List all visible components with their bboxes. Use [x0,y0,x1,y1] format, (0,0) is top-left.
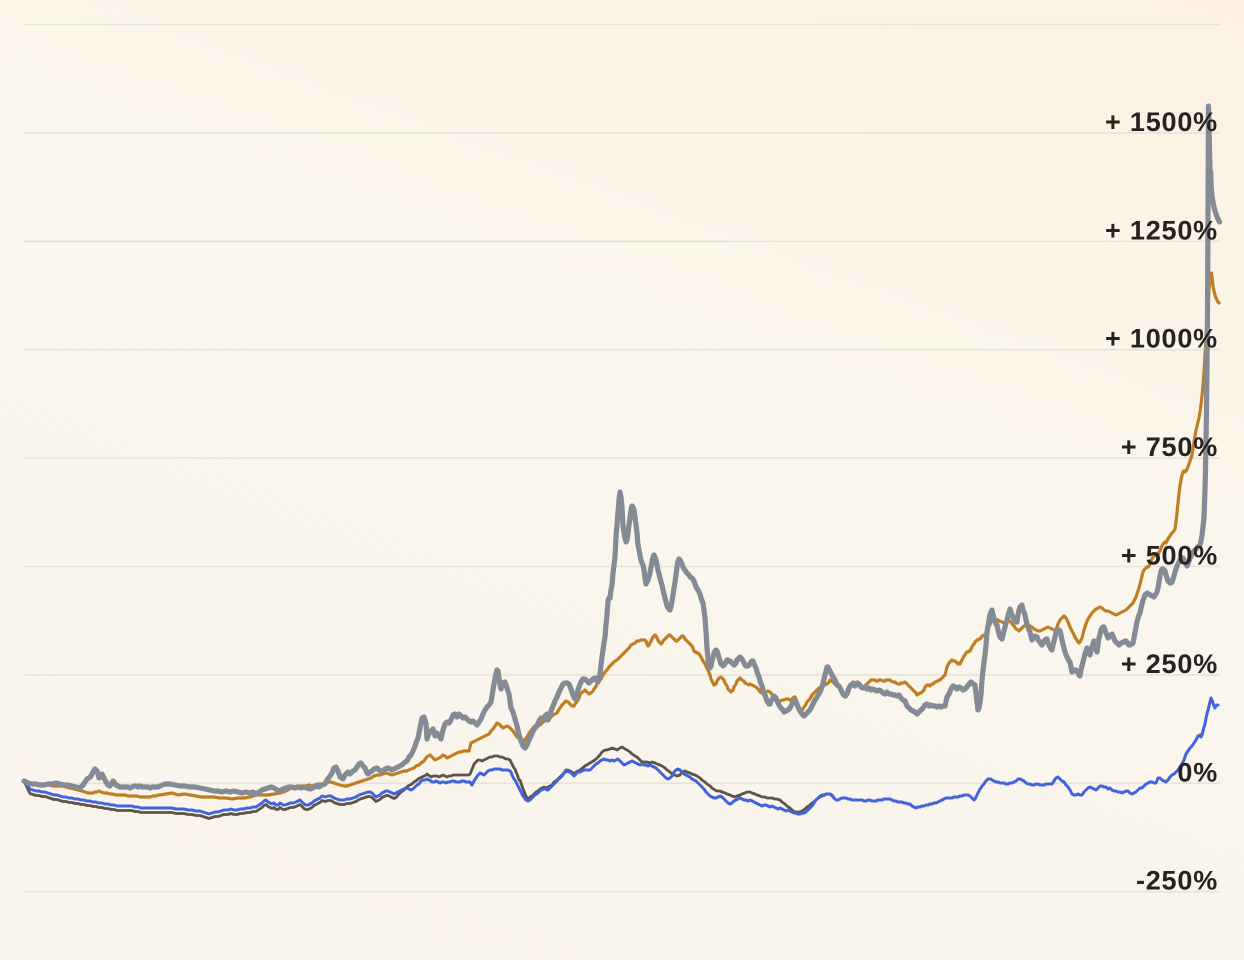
svg-text:+ 1250%: + 1250% [1105,215,1218,245]
svg-text:0%: 0% [1177,757,1218,787]
svg-text:+ 250%: + 250% [1121,649,1218,679]
svg-text:+ 1500%: + 1500% [1105,107,1218,137]
svg-text:-250%: -250% [1136,866,1218,896]
svg-text:+ 1000%: + 1000% [1105,324,1218,354]
svg-text:+ 500%: + 500% [1121,541,1218,571]
svg-text:+ 750%: + 750% [1121,432,1218,462]
